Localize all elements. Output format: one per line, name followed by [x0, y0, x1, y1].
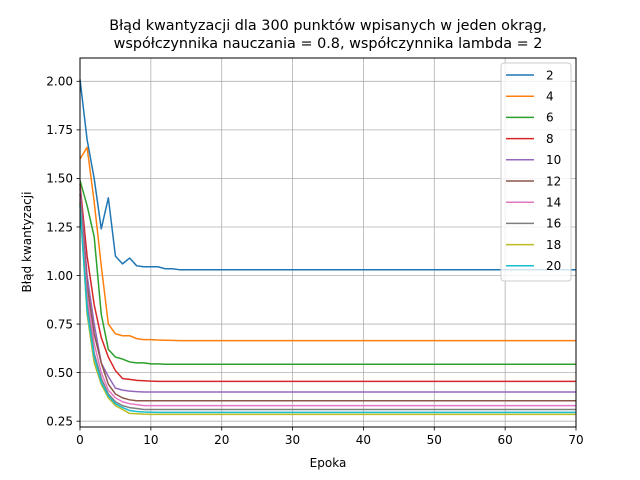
x-tick-label: 40 [356, 433, 371, 447]
series-line-20 [79, 205, 576, 414]
series-line-18 [79, 203, 576, 416]
x-tick-label: 10 [143, 433, 158, 447]
series-line-12 [79, 193, 576, 402]
y-tick-label: 2.00 [46, 75, 73, 89]
legend: 2 4 6 8 10 12 14 16 18 20 [500, 62, 572, 282]
series-line-10 [79, 188, 576, 393]
y-tick-label: 1.50 [46, 172, 73, 186]
series-line-2 [79, 79, 576, 271]
y-axis: 0.25 0.50 0.75 1.00 1.25 1.50 1.75 2.00 [46, 75, 80, 428]
legend-label-4: 4 [546, 90, 554, 104]
chart-title-line-1: Błąd kwantyzacji dla 300 punktów wpisany… [109, 18, 547, 34]
legend-label-14: 14 [546, 196, 561, 210]
x-axis-label: Epoka [310, 456, 347, 470]
series-line-14 [79, 197, 576, 407]
legend-label-16: 16 [546, 217, 561, 231]
x-tick-label: 0 [76, 433, 84, 447]
y-tick-label: 0.50 [46, 366, 73, 380]
x-tick-label: 60 [498, 433, 513, 447]
legend-label-10: 10 [546, 153, 561, 167]
legend-label-8: 8 [546, 132, 554, 146]
legend-label-12: 12 [546, 174, 561, 188]
legend-label-2: 2 [546, 68, 554, 82]
y-tick-label: 1.75 [46, 123, 73, 137]
x-tick-label: 50 [427, 433, 442, 447]
x-tick-label: 30 [285, 433, 300, 447]
legend-label-20: 20 [546, 259, 561, 273]
y-tick-label: 1.25 [46, 220, 73, 234]
legend-label-6: 6 [546, 111, 554, 125]
series-line-6 [79, 180, 576, 366]
y-tick-label: 0.75 [46, 317, 73, 331]
x-tick-label: 70 [568, 433, 583, 447]
series-line-8 [79, 184, 576, 383]
chart-title-line-2: współczynnika nauczania = 0.8, współczyn… [114, 36, 543, 52]
plot-series [79, 79, 576, 416]
x-tick-label: 20 [214, 433, 229, 447]
legend-label-18: 18 [546, 238, 561, 252]
x-axis: 0 10 20 30 40 50 60 70 [76, 427, 584, 447]
series-line-16 [79, 201, 576, 411]
y-tick-label: 1.00 [46, 269, 73, 283]
y-axis-label: Błąd kwantyzacji [20, 192, 34, 293]
plot-frame [79, 57, 577, 428]
series-line-4 [79, 146, 576, 342]
y-tick-label: 0.25 [46, 414, 73, 428]
